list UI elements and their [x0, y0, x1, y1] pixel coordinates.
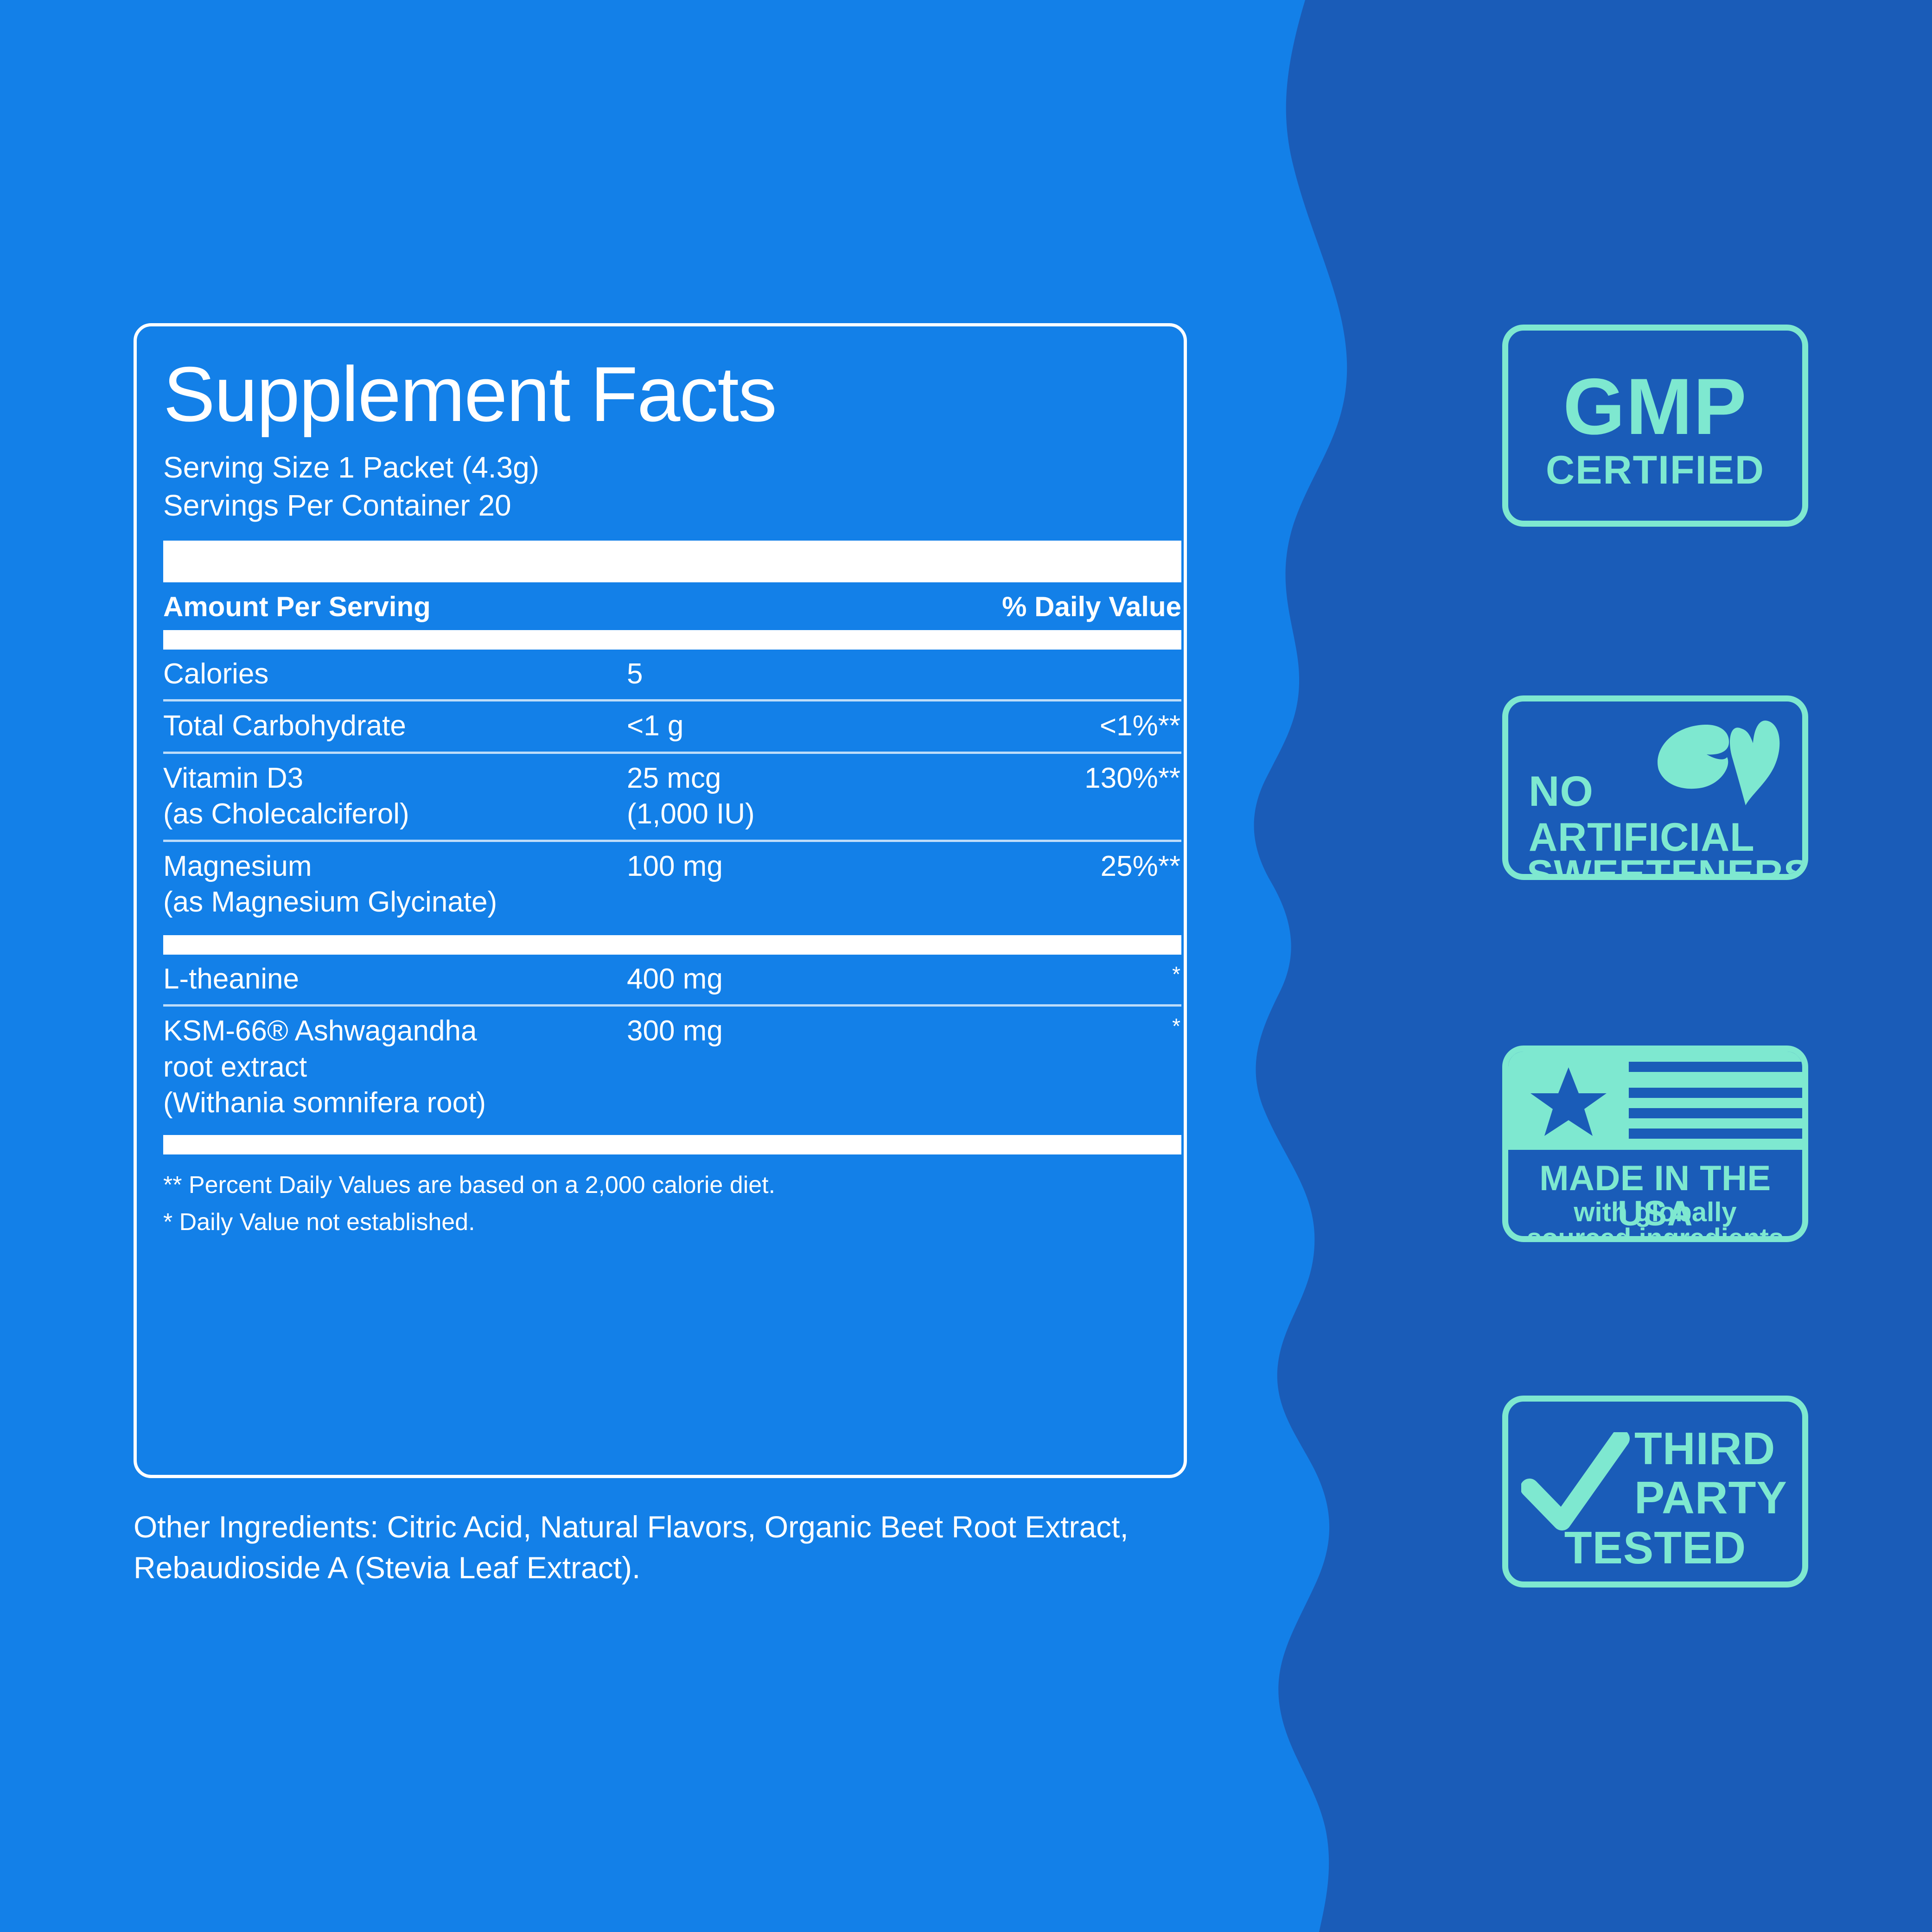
nutrient-amount: 400 mg	[627, 963, 723, 995]
badge-usa-line2: with globally	[1574, 1197, 1737, 1227]
nutrient-name-cont: root extract	[163, 1051, 307, 1083]
nutrient-name: Vitamin D3	[163, 762, 304, 794]
footnote-daily-value: ** Percent Daily Values are based on a 2…	[163, 1171, 776, 1199]
header-amount-per-serving: Amount Per Serving	[163, 591, 431, 622]
badge-gmp-title: GMP	[1563, 362, 1747, 451]
table-row: Calories 5	[163, 650, 1181, 700]
badge-sweeteners-line1: NO	[1529, 768, 1594, 815]
footnote-not-established: * Daily Value not established.	[163, 1209, 475, 1236]
nutrient-amount: 25 mcg	[627, 762, 721, 794]
table-row: Magnesium (as Magnesium Glycinate) 100 m…	[163, 842, 1181, 928]
badge-no-artificial-sweeteners: NO ARTIFICIAL SWEETENERS	[1502, 695, 1808, 880]
supplement-facts-panel: Supplement Facts Serving Size 1 Packet (…	[134, 323, 1187, 1478]
page-title: Supplement Facts	[163, 351, 777, 438]
divider-bar-mid	[163, 935, 1181, 955]
table-row: Vitamin D3 (as Cholecalciferol) 25 mcg (…	[163, 754, 1181, 840]
table-row: KSM-66® Ashwagandha root extract (Withan…	[163, 1007, 1181, 1129]
nutrient-name: KSM-66® Ashwagandha	[163, 1015, 477, 1047]
divider-bar-top	[163, 540, 1181, 582]
badge-usa-line3: sourced ingredients	[1526, 1223, 1784, 1242]
nutrient-dv: 25%**	[1100, 850, 1180, 882]
badge-made-in-usa: MADE IN THE USA with globally sourced in…	[1502, 1046, 1808, 1242]
nutrient-amount: 5	[627, 657, 643, 690]
badge-gmp-certified: GMP CERTIFIED	[1502, 325, 1808, 527]
nutrient-name: Calories	[163, 657, 269, 690]
row-divider	[163, 839, 1181, 842]
serving-size: Serving Size 1 Packet (4.3g)	[163, 451, 540, 484]
badge-tested-line3: TESTED	[1564, 1522, 1747, 1573]
nutrient-source: (as Cholecalciferol)	[163, 798, 409, 830]
nutrient-name: Total Carbohydrate	[163, 710, 406, 742]
nutrient-dv: 130%**	[1084, 762, 1180, 794]
divider-bar-bottom	[163, 1135, 1181, 1154]
nutrient-source: (as Magnesium Glycinate)	[163, 886, 497, 918]
serving-info: Serving Size 1 Packet (4.3g) Servings Pe…	[163, 449, 1181, 525]
table-header-row: Amount Per Serving % Daily Value	[163, 582, 1181, 630]
other-ingredients-text: Other Ingredients: Citric Acid, Natural …	[134, 1510, 1129, 1585]
badge-sweeteners-line3: SWEETENERS	[1527, 852, 1808, 880]
nutrient-amount: 300 mg	[627, 1015, 723, 1047]
usa-flag-icon	[1508, 1052, 1802, 1152]
checkmark-icon	[1520, 1429, 1631, 1537]
nutrient-name: Magnesium	[163, 850, 312, 882]
nutrient-source: (Withania somnifera root)	[163, 1087, 486, 1119]
footnotes: ** Percent Daily Values are based on a 2…	[163, 1154, 1181, 1241]
nutrient-amount: 100 mg	[627, 850, 723, 882]
badge-third-party-tested: THIRD PARTY TESTED	[1502, 1396, 1808, 1588]
divider-bar-header	[163, 630, 1181, 650]
nutrient-amount: <1 g	[627, 710, 684, 742]
nutrient-dv: <1%**	[1099, 710, 1180, 742]
nutrient-dv: *	[1172, 1014, 1180, 1039]
nutrient-amount-alt: (1,000 IU)	[627, 798, 755, 830]
badge-gmp-subtitle: CERTIFIED	[1546, 448, 1765, 492]
header-percent-daily-value: % Daily Value	[1002, 591, 1181, 622]
nutrient-name: L-theanine	[163, 963, 300, 995]
nutrient-dv: *	[1172, 962, 1180, 986]
badge-usa-line1: MADE IN THE USA	[1539, 1159, 1771, 1233]
row-divider	[163, 699, 1181, 702]
servings-per-container: Servings Per Container 20	[163, 488, 511, 522]
stevia-leaf-icon	[1650, 714, 1789, 814]
row-divider	[163, 1004, 1181, 1007]
table-row: L-theanine 400 mg *	[163, 955, 1181, 1005]
badge-sweeteners-line2: ARTIFICIAL	[1529, 815, 1755, 860]
table-row: Total Carbohydrate <1 g <1%**	[163, 701, 1181, 752]
row-divider	[163, 751, 1181, 754]
badge-tested-line1: THIRD	[1634, 1423, 1776, 1474]
badge-tested-line2: PARTY	[1634, 1472, 1787, 1523]
